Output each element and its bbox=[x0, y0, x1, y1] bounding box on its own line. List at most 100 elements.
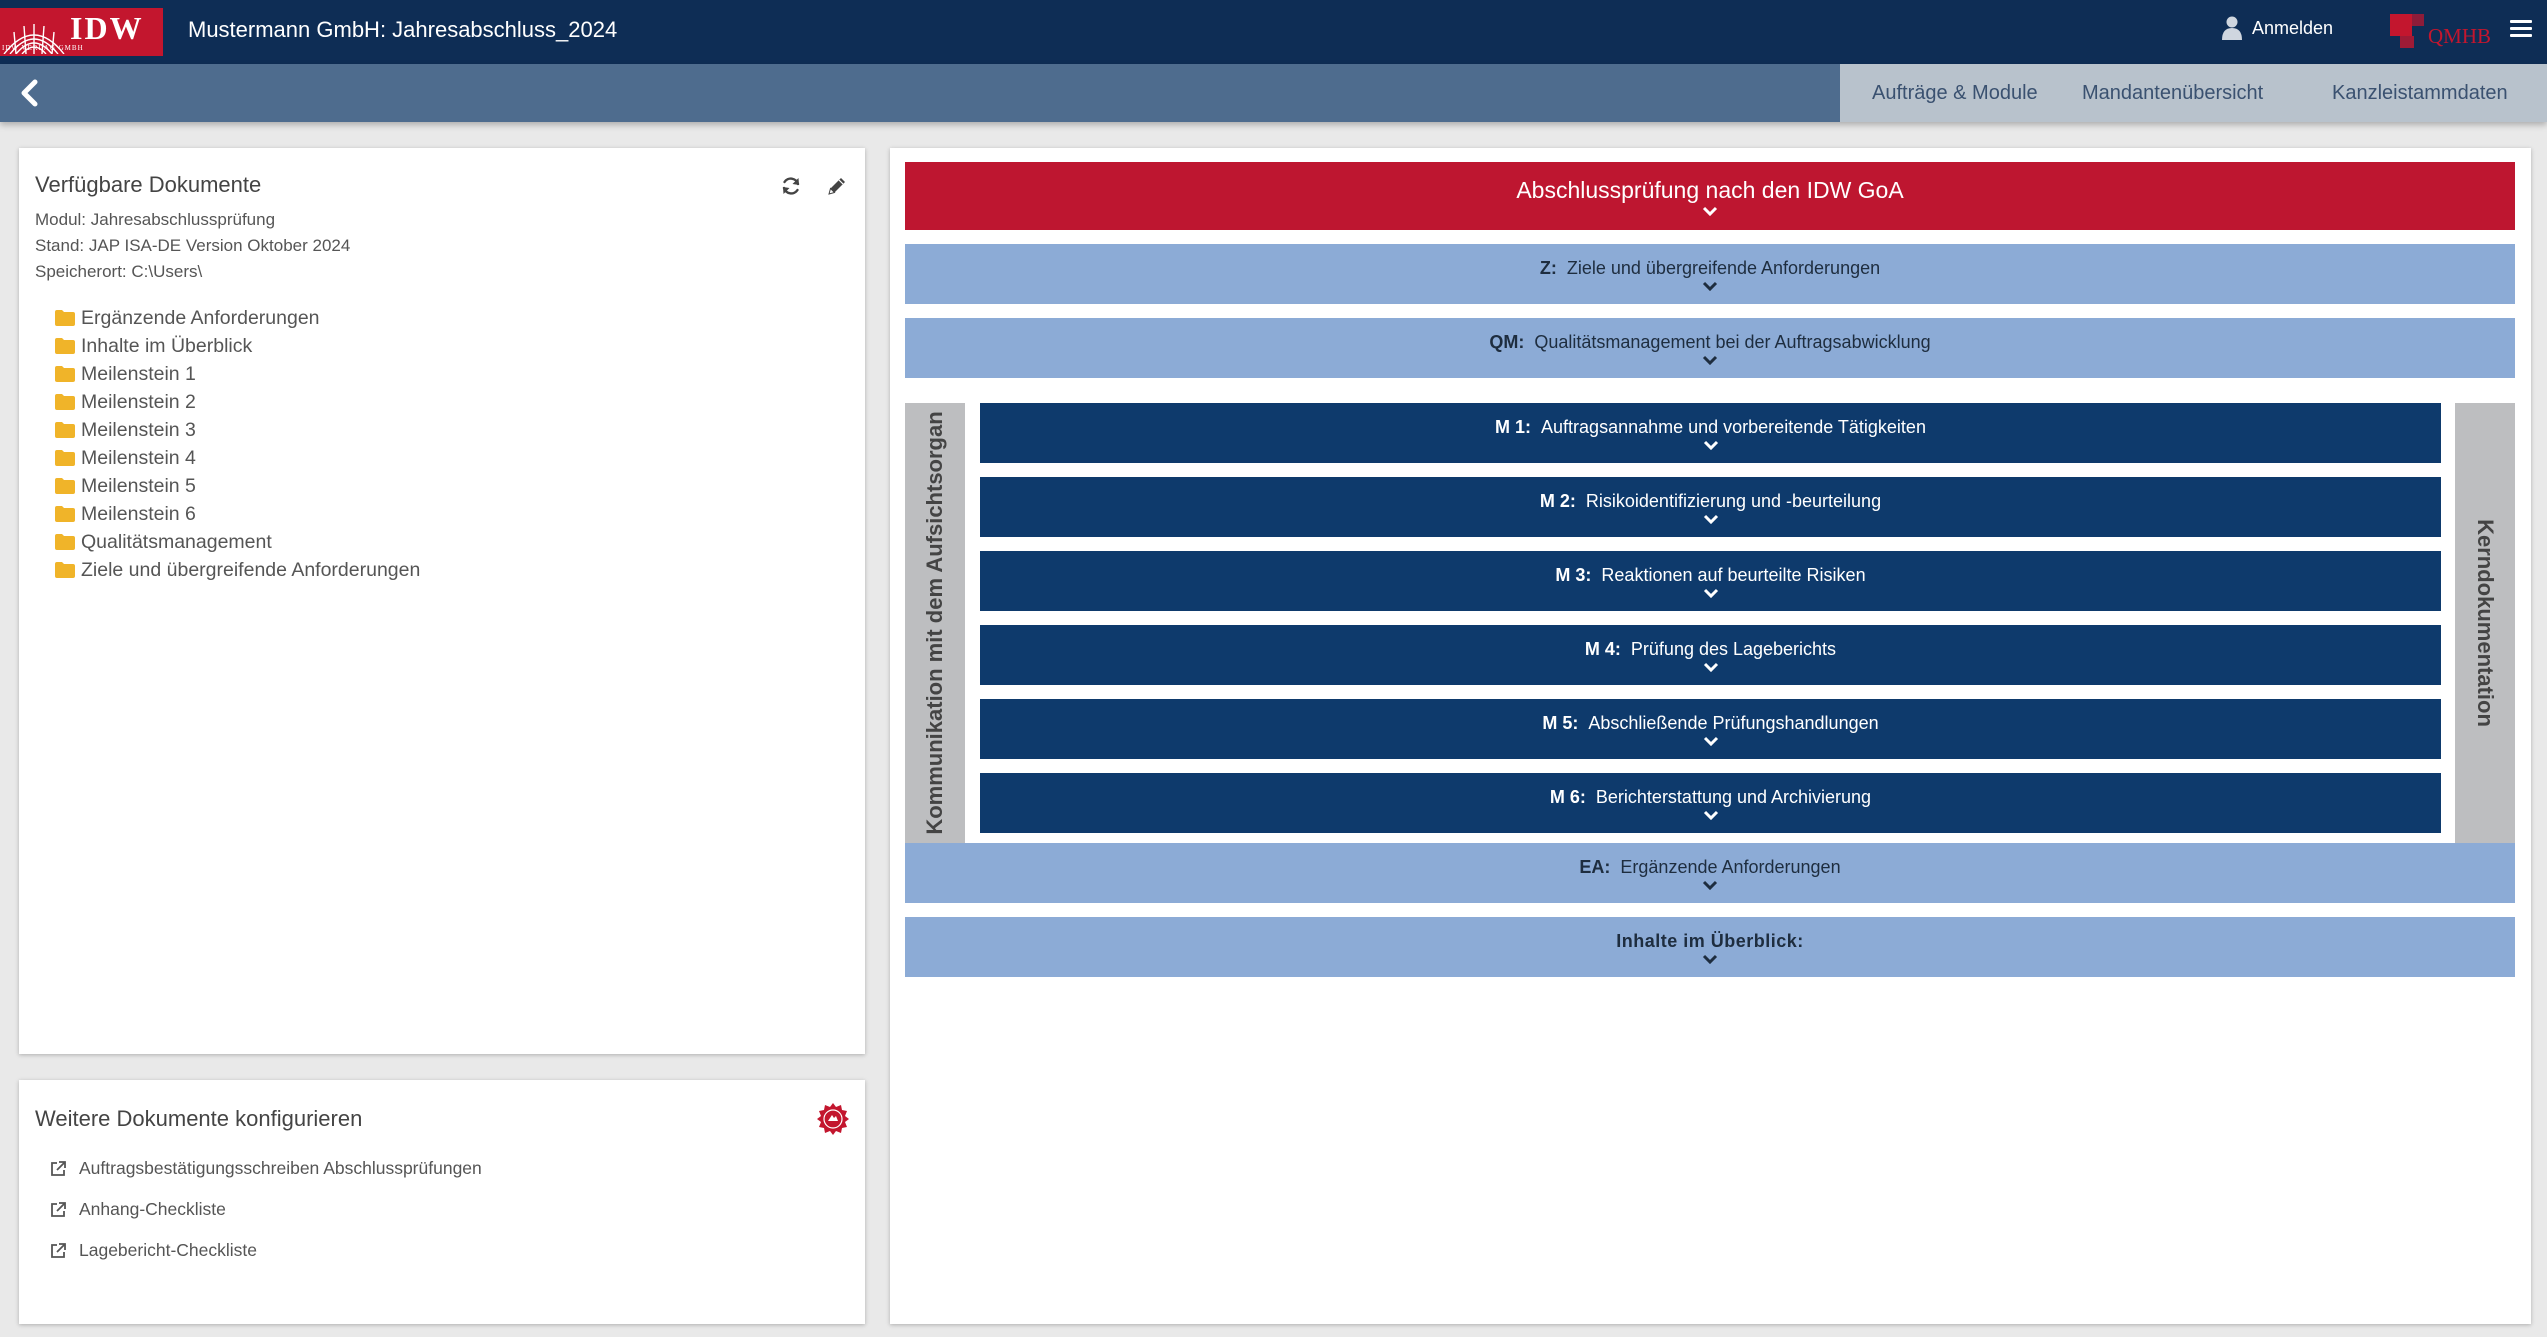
folder-item[interactable]: Inhalte im Überblick bbox=[55, 332, 420, 360]
milestone-label: Berichterstattung und Archivierung bbox=[1595, 787, 1872, 807]
external-link-icon bbox=[51, 1160, 66, 1176]
folder-label: Ergänzende Anforderungen bbox=[81, 306, 320, 329]
folder-item[interactable]: Meilenstein 1 bbox=[55, 360, 420, 388]
section-code: EA: bbox=[1579, 857, 1611, 877]
folder-label: Meilenstein 5 bbox=[81, 474, 196, 497]
communication-label: Kommunikation mit dem Aufsichtsorgan bbox=[922, 411, 947, 835]
external-link-icon bbox=[51, 1242, 66, 1258]
panel-title: Verfügbare Dokumente bbox=[35, 172, 262, 197]
seal-badge-icon[interactable] bbox=[816, 1102, 850, 1136]
section-label: Ziele und übergreifende Anforderungen bbox=[1566, 258, 1881, 278]
section-ea-bar[interactable]: EA: Ergänzende Anforderungen bbox=[905, 843, 2515, 903]
document-link-label: Anhang-Checkliste bbox=[79, 1199, 226, 1219]
folder-label: Meilenstein 3 bbox=[81, 418, 196, 441]
milestone-label: Risikoidentifizierung und -beurteilung bbox=[1585, 491, 1882, 511]
milestone-1-bar[interactable]: M 1: Auftragsannahme und vorbereitende Tä… bbox=[980, 403, 2441, 463]
milestone-label: Prüfung des Lageberichts bbox=[1630, 639, 1837, 659]
folder-item[interactable]: Meilenstein 2 bbox=[55, 388, 420, 416]
document-link-label: Auftragsbestätigungsschreiben Abschlussp… bbox=[79, 1158, 482, 1178]
tab-mandantenuebersicht[interactable]: Mandantenübersicht bbox=[2082, 81, 2264, 104]
location-info: Speicherort: C:\Users\ bbox=[35, 262, 203, 281]
qmhb-square bbox=[2390, 14, 2412, 36]
chevron-down-icon bbox=[1702, 880, 1718, 890]
logo-arc-graphic bbox=[3, 24, 65, 54]
milestone-code: M 5: bbox=[1542, 713, 1579, 733]
secondary-navbar: Aufträge & Module Mandantenübersicht Kan… bbox=[0, 64, 2547, 122]
milestone-label: Abschließende Prüfungshandlungen bbox=[1588, 713, 1879, 733]
section-label: Ergänzende Anforderungen bbox=[1620, 857, 1841, 877]
module-info: Modul: Jahresabschlussprüfung bbox=[35, 210, 276, 229]
qmhb-text: QMHB bbox=[2428, 24, 2492, 48]
milestone-6-bar[interactable]: M 6: Berichterstattung und Archivierung bbox=[980, 773, 2441, 833]
section-z-bar[interactable]: Z: Ziele und übergreifende Anforderungen bbox=[905, 244, 2515, 304]
folder-item[interactable]: Meilenstein 4 bbox=[55, 444, 420, 472]
document-link[interactable]: Lagebericht-Checkliste bbox=[49, 1230, 482, 1271]
milestone-code: M 2: bbox=[1539, 491, 1576, 511]
folder-icon bbox=[55, 478, 75, 494]
refresh-icon[interactable] bbox=[779, 174, 803, 198]
milestone-3-bar[interactable]: M 3: Reaktionen auf beurteilte Risiken bbox=[980, 551, 2441, 611]
folder-icon bbox=[55, 366, 75, 382]
milestone-5-bar[interactable]: M 5: Abschließende Prüfungshandlungen bbox=[980, 699, 2441, 759]
panel-title: Weitere Dokumente konfigurieren bbox=[35, 1106, 363, 1131]
folder-label: Inhalte im Überblick bbox=[81, 334, 253, 357]
overview-label: Inhalte im Überblick: bbox=[1616, 931, 1804, 951]
login-button[interactable]: Anmelden bbox=[2222, 16, 2333, 40]
communication-column[interactable]: Kommunikation mit dem Aufsichtsorgan bbox=[905, 403, 965, 843]
stand-info: Stand: JAP ISA-DE Version Oktober 2024 bbox=[35, 236, 351, 255]
folder-item[interactable]: Ergänzende Anforderungen bbox=[55, 304, 420, 332]
folder-label: Meilenstein 4 bbox=[81, 446, 196, 469]
folder-icon bbox=[55, 562, 75, 578]
tab-auftraege-module[interactable]: Aufträge & Module bbox=[1872, 81, 2038, 104]
app-title: Mustermann GmbH: Jahresabschluss_2024 bbox=[188, 17, 618, 42]
document-link-list: Auftragsbestätigungsschreiben Abschlussp… bbox=[49, 1148, 482, 1271]
qmhb-square bbox=[2400, 36, 2414, 48]
hamburger-icon[interactable] bbox=[2510, 20, 2532, 38]
folder-icon bbox=[55, 534, 75, 550]
chevron-down-icon bbox=[1702, 206, 1718, 216]
logo-text: IDW bbox=[70, 10, 144, 46]
folder-icon bbox=[55, 310, 75, 326]
idw-logo[interactable]: IDW IDW VERLAG GMBH bbox=[0, 8, 163, 56]
chevron-down-icon bbox=[1703, 662, 1718, 672]
chevron-down-icon bbox=[1702, 281, 1718, 291]
chevron-left-icon[interactable] bbox=[16, 76, 44, 110]
chevron-down-icon bbox=[1703, 810, 1718, 820]
folder-item[interactable]: Meilenstein 6 bbox=[55, 500, 420, 528]
folder-label: Ziele und übergreifende Anforderungen bbox=[81, 558, 421, 581]
tab-kanzleistammdaten[interactable]: Kanzleistammdaten bbox=[2332, 81, 2508, 104]
section-code: QM: bbox=[1489, 332, 1525, 352]
goa-header-label: Abschlussprüfung nach den IDW GoA bbox=[1516, 177, 1904, 203]
milestone-code: M 3: bbox=[1555, 565, 1592, 585]
folder-item[interactable]: Meilenstein 5 bbox=[55, 472, 420, 500]
document-link[interactable]: Anhang-Checkliste bbox=[49, 1189, 482, 1230]
nav-tabs: Aufträge & Module Mandantenübersicht Kan… bbox=[1840, 64, 2547, 122]
milestone-code: M 6: bbox=[1549, 787, 1586, 807]
folder-item[interactable]: Ziele und übergreifende Anforderungen bbox=[55, 556, 420, 584]
core-documentation-column[interactable]: Kerndokumentation bbox=[2455, 403, 2515, 843]
available-documents-panel: Verfügbare Dokumente Modul: Jahresabschl… bbox=[19, 148, 865, 1054]
chevron-down-icon bbox=[1703, 736, 1718, 746]
folder-item[interactable]: Meilenstein 3 bbox=[55, 416, 420, 444]
goa-header-bar[interactable]: Abschlussprüfung nach den IDW GoA bbox=[905, 162, 2515, 230]
document-link[interactable]: Auftragsbestätigungsschreiben Abschlussp… bbox=[49, 1148, 482, 1189]
folder-icon bbox=[55, 338, 75, 354]
qmhb-logo[interactable]: QMHB bbox=[2390, 14, 2492, 50]
section-qm-bar[interactable]: QM: Qualitätsmanagement bei der Auftragsa… bbox=[905, 318, 2515, 378]
user-icon bbox=[2222, 16, 2242, 40]
folder-icon bbox=[55, 422, 75, 438]
milestone-2-bar[interactable]: M 2: Risikoidentifizierung und -beurteilu… bbox=[980, 477, 2441, 537]
core-documentation-label: Kerndokumentation bbox=[2473, 519, 2498, 727]
overview-bar[interactable]: Inhalte im Überblick: bbox=[905, 917, 2515, 977]
milestone-4-bar[interactable]: M 4: Prüfung des Lageberichts bbox=[980, 625, 2441, 685]
pencil-icon[interactable] bbox=[825, 174, 849, 198]
qmhb-square bbox=[2412, 14, 2424, 26]
folder-list: Ergänzende Anforderungen Inhalte im Über… bbox=[55, 304, 420, 584]
top-header: IDW IDW VERLAG GMBH Mustermann GmbH: Jah… bbox=[0, 0, 2547, 64]
folder-label: Qualitätsmanagement bbox=[81, 530, 272, 553]
chevron-down-icon bbox=[1702, 355, 1718, 365]
milestone-label: Reaktionen auf beurteilte Risiken bbox=[1601, 565, 1866, 585]
folder-item[interactable]: Qualitätsmanagement bbox=[55, 528, 420, 556]
section-label: Qualitätsmanagement bei der Auftragsabwi… bbox=[1534, 332, 1931, 352]
chevron-down-icon bbox=[1703, 588, 1718, 598]
